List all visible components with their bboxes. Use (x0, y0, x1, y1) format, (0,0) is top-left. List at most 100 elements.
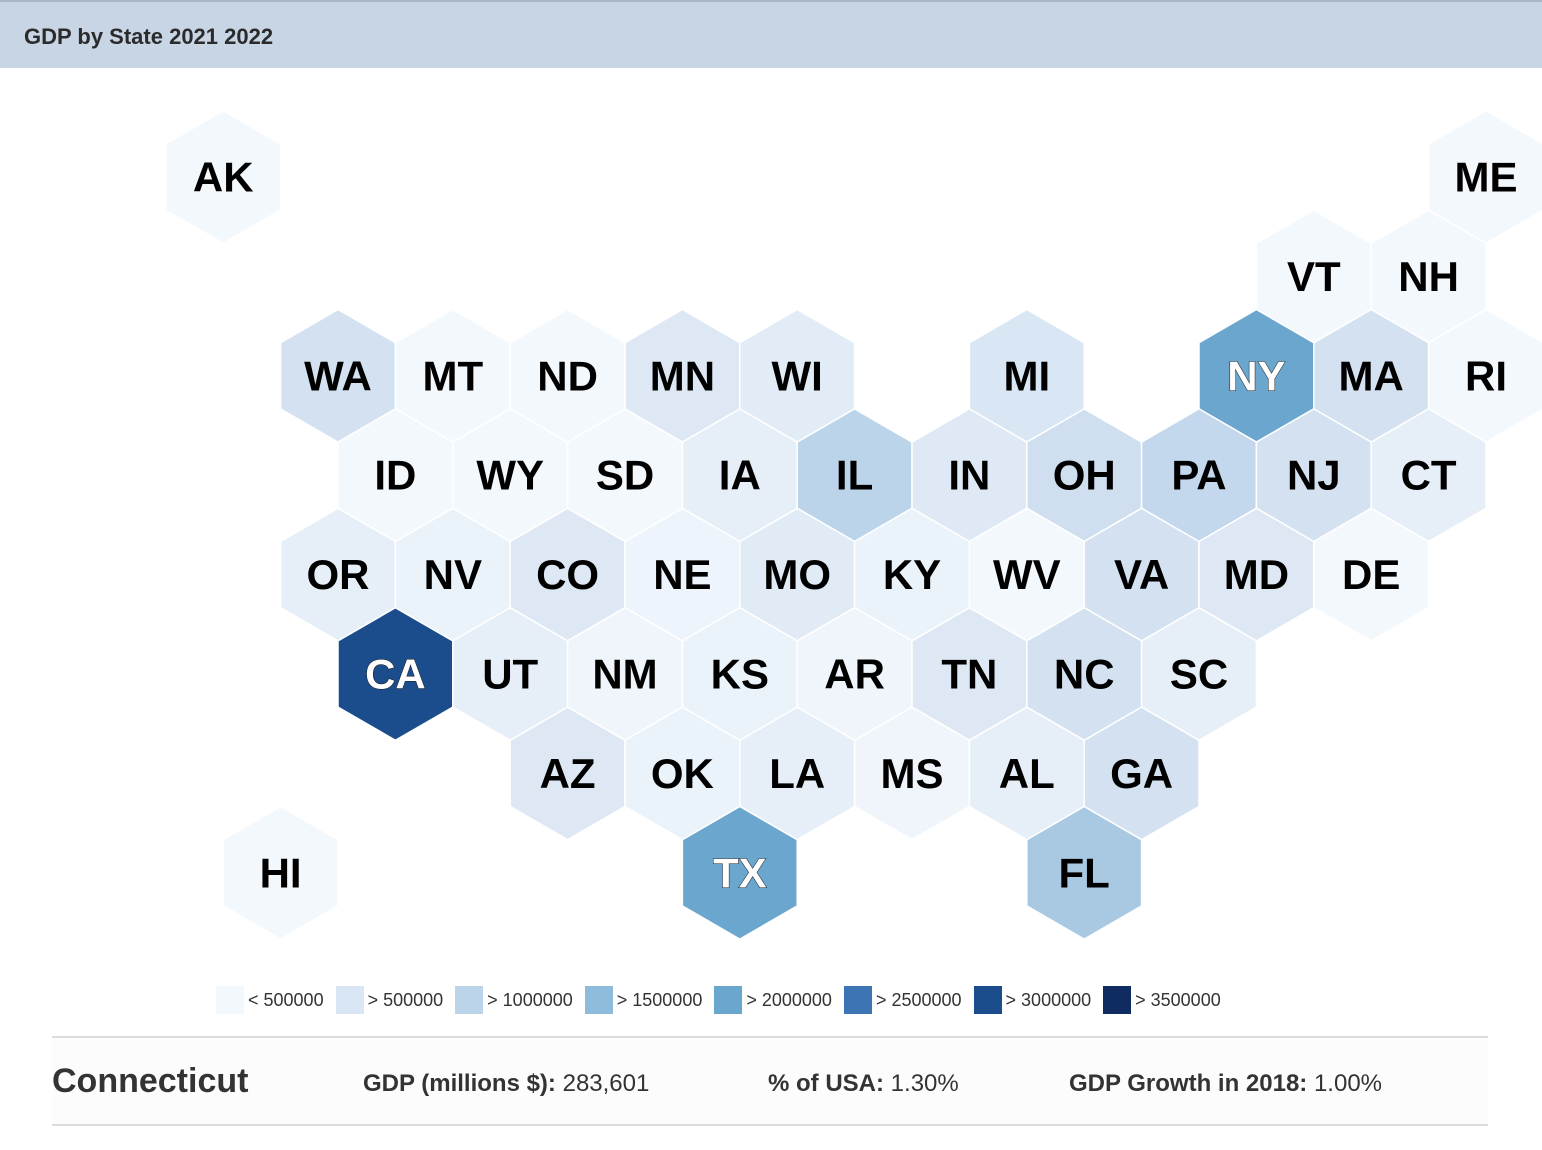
state-label: KY (883, 551, 941, 598)
state-hex-sd[interactable]: SD (566, 408, 684, 543)
pct-value: 1.30% (890, 1070, 959, 1097)
state-hex-ut[interactable]: UT (452, 606, 569, 742)
legend-swatch (584, 986, 613, 1014)
state-label: KS (711, 651, 769, 698)
state-hex-tx[interactable]: TX (681, 805, 798, 940)
legend-swatch (335, 986, 364, 1014)
legend: < 500000 > 500000 > 1000000 > 1500000 > 2000… (216, 986, 1233, 1014)
state-label: NY (1227, 352, 1285, 399)
growth-stat: GDP Growth in 2018: 1.00% (1069, 1070, 1382, 1098)
state-label: NV (424, 551, 482, 598)
state-hex-oh[interactable]: OH (1026, 408, 1143, 543)
state-hex-nc[interactable]: NC (1026, 606, 1143, 742)
state-label: WV (993, 551, 1061, 598)
state-hex-fl[interactable]: FL (1026, 805, 1143, 940)
legend-swatch (216, 986, 244, 1014)
legend-item: > 2000000 (714, 986, 832, 1014)
state-hex-ca[interactable]: CA (337, 606, 454, 742)
state-label: IL (836, 452, 873, 499)
state-label: MO (763, 551, 831, 598)
legend-label: > 2000000 (746, 989, 832, 1010)
state-hex-shape[interactable] (681, 805, 798, 940)
state-hex-me[interactable]: ME (1427, 109, 1542, 245)
growth-value: 1.00% (1313, 1070, 1383, 1097)
title-bar: GDP by State 2021 2022 (0, 0, 1542, 68)
state-label: GA (1110, 750, 1173, 797)
state-hex-shape[interactable] (222, 805, 339, 940)
state-label: SD (596, 452, 654, 499)
state-hex-wy[interactable]: WY (452, 408, 569, 543)
state-label: ME (1455, 154, 1518, 201)
pct-label: % of USA: (768, 1070, 884, 1097)
state-hex-shape[interactable] (165, 109, 282, 245)
state-label: WY (476, 452, 544, 499)
state-label: OK (651, 750, 714, 797)
state-label: ND (537, 352, 598, 399)
state-hex-nh[interactable]: NH (1370, 209, 1487, 344)
state-label: AK (193, 154, 254, 201)
state-hex-de[interactable]: DE (1313, 507, 1430, 642)
state-label: MN (650, 352, 715, 399)
state-label: HI (260, 849, 302, 896)
gdp-stat: GDP (millions $): 283,601 (363, 1070, 649, 1098)
state-hex-md[interactable]: MD (1198, 507, 1315, 642)
state-hex-sc[interactable]: SC (1140, 606, 1258, 742)
state-label: SC (1170, 651, 1228, 698)
state-hex-wa[interactable]: WA (279, 308, 397, 443)
state-label: NH (1398, 253, 1459, 300)
legend-swatch (843, 986, 872, 1014)
state-label: MA (1339, 352, 1404, 399)
state-hex-ne[interactable]: NE (624, 507, 741, 642)
legend-item: > 3500000 (1103, 986, 1221, 1014)
state-label: AL (999, 750, 1055, 797)
state-hex-shape[interactable] (1313, 507, 1430, 642)
legend-swatch (973, 986, 1002, 1014)
legend-item: > 1500000 (584, 986, 703, 1014)
state-label: AR (824, 651, 885, 698)
state-label: DE (1342, 551, 1400, 598)
legend-label: > 1500000 (616, 989, 703, 1010)
state-hex-ny[interactable]: NY (1198, 308, 1315, 443)
state-hex-nm[interactable]: NM (566, 606, 684, 742)
state-label: WI (772, 352, 823, 399)
legend-item: < 500000 (216, 986, 324, 1014)
state-label: AZ (540, 750, 596, 797)
legend-label: > 2500000 (875, 989, 962, 1010)
state-hex-wv[interactable]: WV (968, 507, 1085, 642)
state-label: PA (1171, 452, 1226, 499)
state-hex-shape[interactable] (1026, 805, 1143, 940)
state-label: NC (1054, 651, 1115, 698)
state-label: FL (1059, 849, 1110, 896)
legend-item: > 3000000 (973, 986, 1091, 1014)
state-hex-az[interactable]: AZ (509, 706, 626, 841)
state-hex-mo[interactable]: MO (739, 507, 856, 642)
state-hex-ak[interactable]: AK (165, 109, 282, 245)
state-hex-al[interactable]: AL (968, 706, 1085, 841)
legend-item: > 2500000 (843, 986, 962, 1014)
legend-label: > 3500000 (1135, 989, 1221, 1010)
state-hex-la[interactable]: LA (739, 706, 856, 841)
legend-item: > 500000 (335, 986, 443, 1014)
legend-item: > 1000000 (455, 986, 573, 1014)
state-label: VT (1287, 253, 1341, 300)
state-label: MS (881, 750, 944, 797)
state-hex-ok[interactable]: OK (624, 706, 741, 841)
legend-swatch (714, 986, 743, 1014)
page-title: GDP by State 2021 2022 (24, 24, 274, 49)
state-hex-ga[interactable]: GA (1083, 706, 1200, 841)
state-label: NJ (1287, 452, 1341, 499)
gdp-label: GDP (millions $): (363, 1070, 556, 1097)
state-hex-hi[interactable]: HI (222, 805, 339, 940)
state-hex-ri[interactable]: RI (1427, 308, 1542, 443)
gdp-value: 283,601 (562, 1070, 650, 1097)
state-label: CT (1401, 452, 1457, 499)
state-label: NM (592, 651, 657, 698)
state-label: CA (365, 651, 426, 698)
legend-swatch (1103, 986, 1132, 1014)
state-hex-co[interactable]: CO (509, 507, 626, 642)
state-hex-ky[interactable]: KY (853, 507, 971, 642)
state-label: CO (536, 551, 599, 598)
info-panel: Connecticut GDP (millions $): 283,601 % … (52, 1036, 1488, 1126)
state-hex-id[interactable]: ID (337, 408, 454, 543)
state-label: NE (653, 551, 711, 598)
